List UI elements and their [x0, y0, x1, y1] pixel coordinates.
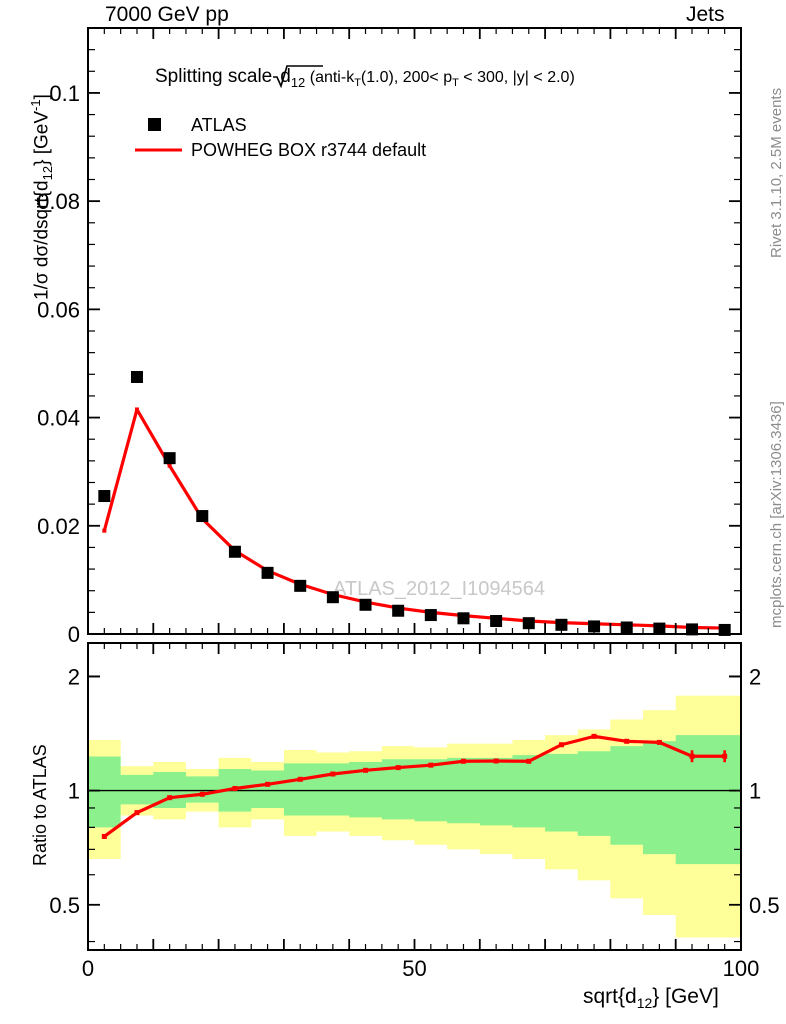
- y-tick-label-ratio-right: 0.5: [749, 893, 780, 918]
- y-tick-label-ratio-right: 1: [749, 779, 761, 804]
- ratio-band-inner: [88, 735, 741, 865]
- mc-point-ratio: [395, 765, 401, 771]
- data-marker-main: [424, 609, 437, 622]
- data-marker-main: [555, 618, 568, 631]
- mc-point-ratio: [297, 776, 303, 782]
- mc-point-main: [167, 463, 172, 468]
- title-text: Splitting scale: [155, 66, 273, 87]
- mc-point-ratio: [493, 758, 499, 764]
- data-marker-main: [457, 612, 470, 625]
- y-tick-label-main: 0: [68, 622, 80, 647]
- mc-point-ratio: [526, 758, 532, 764]
- legend-item-atlas-label: ATLAS: [191, 115, 247, 135]
- mc-point-ratio: [134, 810, 140, 816]
- data-marker-main: [359, 598, 372, 611]
- data-marker-main: [196, 510, 209, 523]
- xlabel-part-a: sqrt{d: [583, 985, 637, 1008]
- data-marker-main: [326, 591, 339, 604]
- data-marker-main: [130, 370, 143, 383]
- mc-point-ratio: [428, 762, 434, 768]
- y-tick-label-main: 0.06: [37, 297, 80, 322]
- mc-point-ratio: [624, 738, 630, 744]
- mc-point-ratio: [101, 833, 107, 839]
- title-d12-sub: 12: [290, 74, 306, 90]
- title-cuts-b: (1.0), 200< p: [360, 69, 453, 86]
- title-cuts-a: (anti-k: [309, 69, 355, 86]
- xlabel-sub: 12: [636, 995, 653, 1012]
- data-marker-main: [163, 452, 176, 465]
- data-marker-main: [228, 545, 241, 558]
- y-tick-label-ratio-left: 1: [68, 779, 80, 804]
- mc-point-ratio: [656, 739, 662, 745]
- mc-point-ratio: [363, 767, 369, 773]
- title-cuts-b-sub: T: [452, 77, 459, 90]
- legend-marker-atlas: [148, 118, 161, 131]
- y-tick-label-ratio-left: 0.5: [49, 893, 80, 918]
- title-d12-base: d: [280, 66, 291, 87]
- data-marker-main: [98, 490, 111, 503]
- title-cuts-c: < 300, |y| < 2.0): [458, 69, 575, 86]
- mc-point-main: [134, 407, 139, 412]
- x-tick-label: 50: [402, 956, 426, 981]
- y-tick-label-ratio-left: 2: [68, 664, 80, 689]
- data-marker-main: [588, 620, 601, 633]
- x-tick-label: 0: [82, 956, 94, 981]
- x-axis-label: sqrt{d12} [GeV]: [583, 985, 719, 1011]
- legend-item-powheg-label: POWHEG BOX r3744 default: [191, 140, 427, 160]
- mc-point-ratio: [265, 781, 271, 787]
- data-marker-main: [261, 566, 274, 579]
- analysis-watermark: ATLAS_2012_I1094564: [333, 578, 546, 600]
- mc-point-ratio: [460, 758, 466, 764]
- data-marker-main: [620, 621, 633, 634]
- mc-curve-ratio: [103, 734, 725, 838]
- data-marker-main: [490, 615, 503, 628]
- mc-point-ratio: [330, 771, 336, 777]
- y-tick-label-main: 0.1: [49, 81, 80, 106]
- mc-point-ratio: [199, 791, 205, 797]
- mc-point-ratio: [558, 742, 564, 748]
- main-title: Splitting scale d12 (anti-kT(1.0), 200< …: [155, 63, 575, 90]
- data-marker-main: [522, 617, 535, 630]
- data-marker-main: [294, 579, 307, 592]
- mc-point-ratio: [591, 733, 597, 739]
- mc-point-main: [102, 528, 107, 533]
- mc-point-ratio: [232, 785, 238, 791]
- xlabel-part-b: } [GeV]: [652, 985, 719, 1008]
- data-marker-main: [392, 604, 405, 617]
- mc-point-ratio: [167, 795, 173, 801]
- y-tick-label-main: 0.02: [37, 514, 80, 539]
- main-panel-frame: [87, 27, 742, 635]
- sqrt-symbol: [272, 64, 324, 89]
- y-tick-label-main: 0.08: [37, 189, 80, 214]
- title-cuts-a-sub: T: [354, 77, 361, 90]
- y-tick-label-main: 0.04: [37, 406, 80, 431]
- header-left: 7000 GeV pp: [105, 3, 229, 26]
- y-tick-label-ratio-right: 2: [749, 664, 761, 689]
- x-tick-label: 100: [723, 956, 760, 981]
- header-right: Jets: [686, 3, 725, 26]
